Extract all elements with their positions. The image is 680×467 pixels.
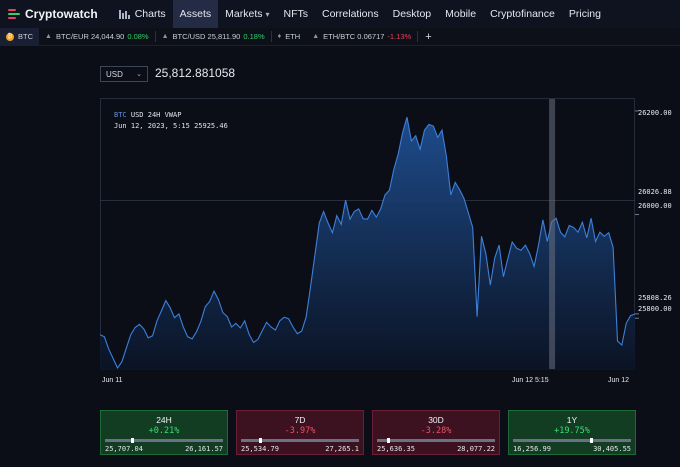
range-bar [377,438,495,443]
y-tick-label: 25800.00 [638,305,672,313]
brand-name: Cryptowatch [25,7,98,21]
nav-assets[interactable]: Assets [172,0,219,28]
tab-divider [270,31,272,42]
period-card-24h[interactable]: 24H +0.21% 25,707.04 26,161.57 [100,410,228,455]
period-label: 1Y [566,415,578,425]
x-tick-label: Jun 11 [102,377,123,384]
currency-select[interactable]: USD ⌄ [100,66,148,82]
last-price-label: 25808.26 [638,294,672,302]
exchange-icon: ▲ [161,33,169,40]
market-tab-bar: ₿ BTC ▲ BTC/EUR 24,044.90 0.08% ▲ BTC/US… [0,28,680,46]
nav-desktop-label: Desktop [392,8,432,20]
range-bar [105,438,223,443]
nav-cryptofinance-label: Cryptofinance [490,8,555,20]
tab-btc[interactable]: ₿ BTC [0,28,39,45]
price-area-fill [100,117,635,370]
crosshair-vertical [549,99,556,369]
tab-divider [417,31,419,42]
exchange-icon: ▲ [312,33,320,40]
period-high: 26,161.57 [185,445,223,453]
chart-title: USD 24H VWAP [130,111,182,119]
range-bar [513,438,631,443]
range-marker [386,438,390,443]
tab-btc-eur-label: BTC/EUR 24,044.90 [55,32,125,41]
nav-correlations-label: Correlations [322,8,379,20]
nav-pricing[interactable]: Pricing [562,0,608,28]
period-low: 25,534.79 [241,445,279,453]
tab-eth-btc-change: -1.13% [387,32,412,41]
ethereum-icon: ♦ [277,33,282,40]
price-chart-svg [100,98,639,370]
period-card-30d[interactable]: 30D -3.28% 25,636.35 28,077.22 [372,410,500,455]
tab-eth-btc-label: ETH/BTC 0.06717 [323,32,385,41]
brand-logo[interactable]: Cryptowatch [8,7,98,21]
add-tab-button[interactable]: + [425,30,432,43]
tab-btc-usd-label: BTC/USD 25,811.90 [172,32,241,41]
nav-markets[interactable]: Markets ▾ [218,0,276,28]
currency-select-value: USD [106,69,123,79]
y-tick-label: 26200.00 [638,109,672,117]
period-low: 25,636.35 [377,445,415,453]
tab-eth-label: ETH [285,32,301,41]
nav-pricing-label: Pricing [568,8,601,20]
chart-series-name: BTC [114,111,127,119]
exchange-icon: ▲ [45,33,52,40]
nav-charts[interactable]: Charts [112,0,173,28]
nav-correlations[interactable]: Correlations [315,0,386,28]
period-low: 16,256.99 [513,445,551,453]
tab-btc-eur-change: 0.08% [127,32,149,41]
period-high: 27,265.1 [325,445,359,453]
period-low: 25,707.04 [105,445,143,453]
charts-icon [118,9,130,19]
nav-nfts-label: NFTs [283,8,309,20]
range-marker [131,438,135,443]
y-tick-label: 26000.00 [638,202,672,210]
top-nav: Cryptowatch Charts Assets Markets ▾ NFTs … [0,0,680,29]
nav-desktop[interactable]: Desktop [386,0,439,28]
nav-markets-label: Markets [225,8,263,20]
period-label: 7D [294,415,306,425]
crosshair-y-label: 26026.88 [638,188,672,196]
price-chart[interactable]: BTC USD 24H VWAP Jun 12, 2023, 5:15 2592… [100,98,680,398]
range-marker [589,438,593,443]
period-change: +0.21% [148,426,180,436]
nav-nfts[interactable]: NFTs [277,0,316,28]
chevron-down-icon: ⌄ [136,71,142,78]
period-label: 30D [428,415,444,425]
nav-mobile[interactable]: Mobile [438,0,483,28]
tab-btc-eur[interactable]: ▲ BTC/EUR 24,044.90 0.08% [39,28,155,45]
period-card-7d[interactable]: 7D -3.97% 25,534.79 27,265.1 [236,410,364,455]
period-change: +19.75% [554,426,590,436]
period-change: -3.28% [420,426,452,436]
crosshair-x-label: Jun 12 5:15 [512,377,549,384]
chevron-down-icon: ▾ [265,9,270,19]
tab-btc-usd[interactable]: ▲ BTC/USD 25,811.90 0.18% [156,28,271,45]
tab-btc-label: BTC [18,32,33,41]
nav-charts-label: Charts [134,8,166,20]
chart-hover-readout: Jun 12, 2023, 5:15 25925.46 [114,122,228,130]
tab-divider [154,31,156,42]
range-bar [241,438,359,443]
nav-assets-label: Assets [179,8,212,20]
bitcoin-icon: ₿ [6,32,14,41]
nav-mobile-label: Mobile [445,8,477,20]
cryptowatch-logo-icon [8,8,20,20]
period-card-1y[interactable]: 1Y +19.75% 16,256.99 30,405.55 [508,410,636,455]
period-high: 28,077.22 [457,445,495,453]
period-high: 30,405.55 [593,445,631,453]
chart-legend: BTC USD 24H VWAP Jun 12, 2023, 5:15 2592… [114,110,228,132]
tab-btc-usd-change: 0.18% [243,32,265,41]
price-line [100,117,636,369]
current-price: 25,812.881058 [155,66,236,80]
x-tick-label: Jun 12 [608,377,630,384]
period-change: -3.97% [284,426,316,436]
tab-eth-btc[interactable]: ▲ ETH/BTC 0.06717 -1.13% [306,28,417,45]
period-label: 24H [156,415,172,425]
range-marker [258,438,262,443]
nav-cryptofinance[interactable]: Cryptofinance [483,0,562,28]
tab-eth[interactable]: ♦ ETH [272,28,307,45]
